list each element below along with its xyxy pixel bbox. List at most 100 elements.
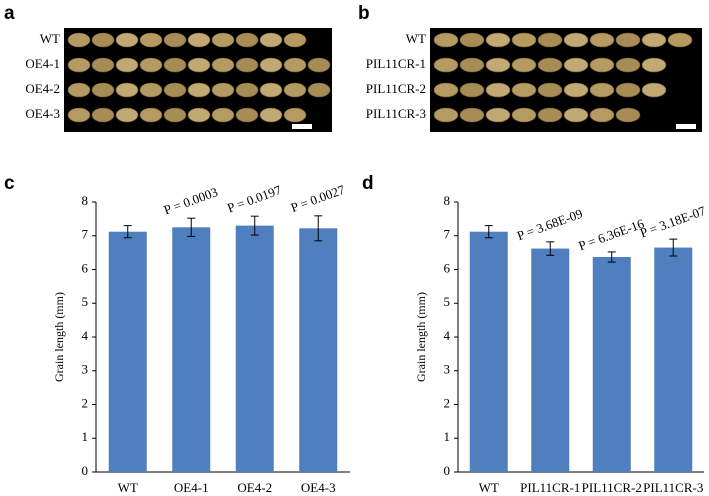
y-tick-label: 4 xyxy=(444,328,451,343)
grain xyxy=(641,32,667,48)
grain xyxy=(163,57,187,73)
grain xyxy=(511,107,537,123)
row-label: OE4-2 xyxy=(25,81,60,96)
y-tick-label: 3 xyxy=(444,362,451,377)
error-bar xyxy=(484,225,493,239)
grain xyxy=(91,107,115,123)
bar xyxy=(654,247,693,472)
grain xyxy=(615,32,641,48)
grain xyxy=(235,32,259,48)
row-label: WT xyxy=(406,31,426,46)
x-tick-label: OE4-2 xyxy=(237,480,272,495)
grain xyxy=(91,32,115,48)
y-tick-label: 8 xyxy=(82,193,89,208)
grain xyxy=(615,57,641,73)
grain xyxy=(115,32,139,48)
y-axis-label: Grain length (mm) xyxy=(52,292,66,382)
p-value: P = 0.0003 xyxy=(162,184,220,217)
row-label: OE4-3 xyxy=(25,106,60,121)
grain xyxy=(485,107,511,123)
grain xyxy=(307,57,331,73)
grain xyxy=(589,82,615,98)
y-tick-label: 7 xyxy=(82,227,89,242)
y-tick-label: 0 xyxy=(82,463,89,478)
grain xyxy=(537,32,563,48)
grain xyxy=(187,82,211,98)
scale-bar xyxy=(676,124,696,129)
error-bar xyxy=(187,217,196,237)
y-tick-label: 6 xyxy=(82,260,89,275)
grain xyxy=(235,57,259,73)
y-tick-label: 2 xyxy=(444,395,451,410)
y-tick-label: 3 xyxy=(82,362,89,377)
grain xyxy=(115,57,139,73)
x-tick-label: WT xyxy=(118,480,138,495)
grain xyxy=(211,107,235,123)
p-value: P = 3.18E-07 xyxy=(638,203,708,241)
p-value: P = 0.0197 xyxy=(225,182,284,216)
grain xyxy=(91,57,115,73)
grain xyxy=(211,32,235,48)
error-bar xyxy=(314,215,323,242)
grain xyxy=(283,82,307,98)
grain xyxy=(589,57,615,73)
bar xyxy=(172,227,211,472)
y-tick-label: 5 xyxy=(444,294,451,309)
x-tick-label: OE4-3 xyxy=(301,480,336,495)
grain xyxy=(163,32,187,48)
panel-label: d xyxy=(362,173,374,194)
y-axis-label: Grain length (mm) xyxy=(414,292,428,382)
row-label: WT xyxy=(40,31,60,46)
grain xyxy=(537,107,563,123)
bar xyxy=(299,228,338,472)
panel-label: a xyxy=(4,3,15,24)
y-tick-label: 8 xyxy=(444,193,451,208)
grains xyxy=(67,32,693,123)
bar xyxy=(108,231,147,472)
grain xyxy=(187,57,211,73)
grain xyxy=(433,82,459,98)
grain xyxy=(139,57,163,73)
grain xyxy=(563,32,589,48)
grain xyxy=(163,82,187,98)
row-label: PIL11CR-2 xyxy=(366,81,426,96)
row-label: PIL11CR-1 xyxy=(366,56,426,71)
grain xyxy=(459,107,485,123)
grain xyxy=(283,107,307,123)
error-bar xyxy=(669,238,678,257)
grain xyxy=(115,82,139,98)
bar xyxy=(592,257,631,472)
grain xyxy=(259,32,283,48)
grain xyxy=(459,82,485,98)
panel-label: c xyxy=(4,173,15,194)
grain xyxy=(283,32,307,48)
grain xyxy=(139,32,163,48)
x-tick-label: WT xyxy=(479,480,499,495)
grain xyxy=(91,82,115,98)
grain xyxy=(537,57,563,73)
grain xyxy=(511,32,537,48)
grain xyxy=(433,107,459,123)
y-tick-label: 1 xyxy=(444,429,451,444)
x-tick-label: PIL11CR-3 xyxy=(643,480,703,495)
grain xyxy=(259,82,283,98)
grain xyxy=(511,57,537,73)
x-tick-label: OE4-1 xyxy=(174,480,209,495)
y-tick-label: 1 xyxy=(82,429,89,444)
grain xyxy=(139,82,163,98)
grain xyxy=(537,82,563,98)
grain xyxy=(485,82,511,98)
grain xyxy=(433,57,459,73)
grain xyxy=(67,107,91,123)
bar xyxy=(469,231,508,472)
grain xyxy=(259,107,283,123)
grain xyxy=(615,82,641,98)
p-value: P = 6.36E-16 xyxy=(576,216,646,254)
grain xyxy=(589,107,615,123)
grain xyxy=(163,107,187,123)
grain xyxy=(641,57,667,73)
p-value: P = 0.0027 xyxy=(289,182,348,216)
grain xyxy=(485,32,511,48)
error-bar xyxy=(123,225,132,239)
